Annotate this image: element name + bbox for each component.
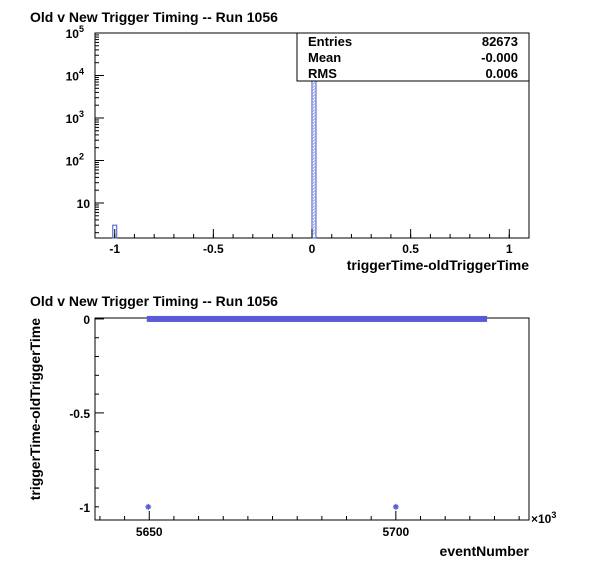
histogram-bin-hatch [312, 88, 316, 91]
histogram-bin-hatch [312, 184, 316, 187]
scatter-point [392, 503, 399, 510]
histogram-bin-hatch [312, 211, 316, 214]
histogram-bin-hatch [312, 97, 316, 100]
histogram-bin-hatch [312, 151, 316, 154]
histogram-x-tick-label: -0.5 [203, 242, 224, 256]
histogram-bin-hatch [312, 193, 316, 196]
histogram-x-ticks: -1 -0.5 0 0.5 1 [94, 229, 530, 256]
histogram-bin-hatch [312, 214, 316, 217]
histogram-bin-hatch [312, 106, 316, 109]
histogram-bin-hatch [312, 169, 316, 172]
scatter-x-label: eventNumber [440, 543, 530, 559]
stats-rms-label: RMS [308, 66, 337, 81]
stats-mean-value: -0.000 [481, 50, 518, 65]
histogram-bin-hatch [312, 205, 316, 208]
histogram-x-tick-label: 0.5 [402, 242, 419, 256]
histogram-bin-hatch [312, 208, 316, 211]
histogram-bin-hatch [312, 172, 316, 175]
scatter-y-label: triggerTime-oldTriggerTime [27, 318, 43, 501]
histogram-bin-hatch [312, 190, 316, 193]
scatter-y-ticks: 0 -0.5 -1 [69, 313, 104, 515]
histogram-y-tick-label: 10 [77, 197, 91, 211]
histogram-bin-hatch [312, 187, 316, 190]
histogram-bin-hatch [312, 112, 316, 115]
histogram-bin-hatch [312, 223, 316, 226]
histogram-bin-hatch [312, 181, 316, 184]
scatter-points [145, 503, 399, 510]
histogram-bin-hatch [312, 124, 316, 127]
histogram-bin-hatch [312, 175, 316, 178]
histogram-bin-hatch [312, 217, 316, 220]
histogram-y-ticks: 10 102 103 104 105 [66, 24, 104, 234]
histogram-bin-hatch [312, 121, 316, 124]
histogram-bin-hatch [312, 136, 316, 139]
histogram-bin-hatch [312, 196, 316, 199]
histogram-bin-hatch [312, 160, 316, 163]
histogram-bin-hatch [312, 154, 316, 157]
histogram-bin-hatch [312, 166, 316, 169]
histogram-bin-hatch [312, 127, 316, 130]
histogram-title: Old v New Trigger Timing -- Run 1056 [30, 9, 278, 25]
stats-entries-value: 82673 [482, 34, 518, 49]
stats-box: Entries 82673 Mean -0.000 RMS 0.006 [296, 32, 530, 82]
histogram-bin-hatch [312, 145, 316, 148]
histogram-bin-hatch [312, 163, 316, 166]
histogram-bin-hatch [312, 229, 316, 232]
stats-rms-value: 0.006 [485, 66, 518, 81]
histogram-bin-hatch [312, 115, 316, 118]
histogram-bin-hatch [312, 232, 316, 235]
histogram-y-tick-label: 105 [66, 24, 84, 41]
stats-mean-label: Mean [308, 50, 341, 65]
histogram-bin-hatch [312, 199, 316, 202]
histogram-y-tick-label: 103 [66, 109, 84, 126]
histogram-bin-hatch [312, 148, 316, 151]
histogram-bin-hatch [312, 142, 316, 145]
histogram-bin-hatch [312, 133, 316, 136]
histogram-bin-hatch [312, 130, 316, 133]
histogram-bars [112, 35, 317, 239]
histogram-x-tick-label: 1 [506, 242, 513, 256]
histogram-bin-hatch [312, 100, 316, 103]
scatter-x-tick-label: 5700 [382, 525, 409, 539]
histogram-panel: Old v New Trigger Timing -- Run 1056 -1-… [30, 9, 530, 273]
histogram-bin-hatch [312, 157, 316, 160]
scatter-band-points [146, 315, 488, 322]
scatter-x-multiplier: ×103 [531, 510, 556, 526]
histogram-bin-hatch [312, 178, 316, 181]
histogram-y-tick-label: 104 [66, 66, 84, 83]
histogram-bin-hatch [312, 109, 316, 112]
scatter-band [146, 315, 488, 322]
stats-box-frame [296, 32, 530, 82]
scatter-point [145, 503, 152, 510]
scatter-panel: Old v New Trigger Timing -- Run 1056 565… [27, 293, 556, 559]
histogram-bin-hatch [312, 82, 316, 85]
histogram-bin-hatch [312, 220, 316, 223]
histogram-bin-hatch [312, 226, 316, 229]
histogram-bin-hatch [312, 94, 316, 97]
histogram-bin-hatch [312, 103, 316, 106]
scatter-x-tick-label: 5650 [136, 525, 163, 539]
histogram-bin-hatch [312, 202, 316, 205]
histogram-x-tick-label: -1 [109, 242, 120, 256]
histogram-bin-hatch [312, 139, 316, 142]
scatter-y-tick-label: -0.5 [69, 407, 90, 421]
stats-entries-label: Entries [308, 34, 352, 49]
scatter-title: Old v New Trigger Timing -- Run 1056 [30, 293, 278, 309]
scatter-y-tick-label: 0 [83, 313, 90, 327]
histogram-bin-hatch [312, 85, 316, 88]
histogram-y-tick-label: 102 [66, 151, 84, 168]
scatter-x-ticks: 5650 5700 [99, 511, 520, 539]
histogram-x-tick-label: 0 [309, 242, 316, 256]
scatter-frame [94, 317, 530, 521]
histogram-x-label: triggerTime-oldTriggerTime [347, 257, 530, 273]
scatter-y-tick-label: -1 [79, 501, 90, 515]
histogram-bin-hatch [312, 118, 316, 121]
histogram-bin-hatch [312, 91, 316, 94]
